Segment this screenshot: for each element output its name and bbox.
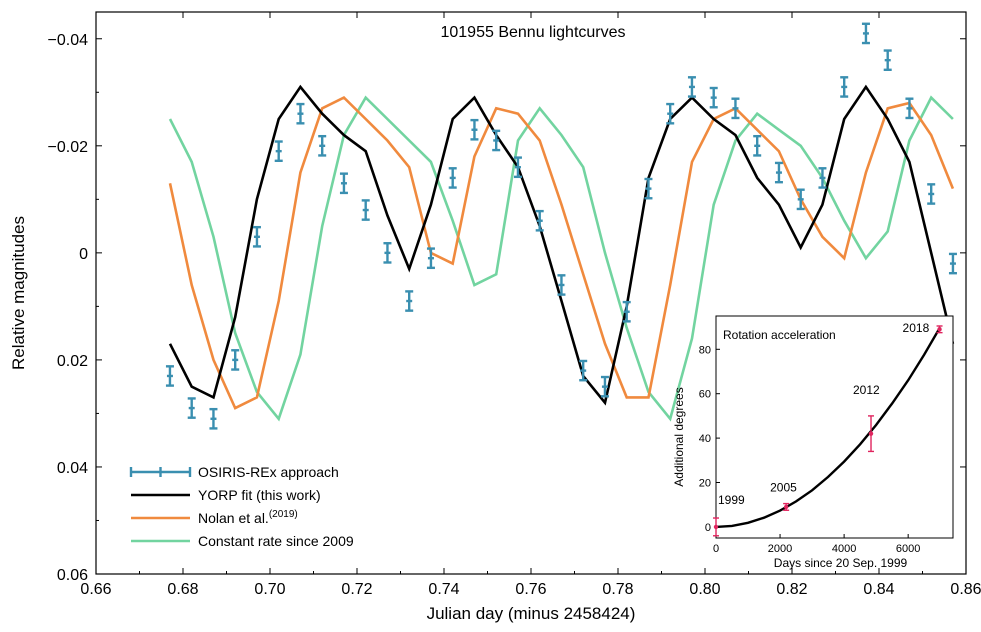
inset-data-point xyxy=(713,517,719,537)
inset-title: Rotation acceleration xyxy=(723,328,836,342)
x-tick-label: 0.66 xyxy=(80,581,111,598)
data-point-errorbar xyxy=(818,167,827,189)
legend-label-yorp-fit: YORP fit (this work) xyxy=(198,487,321,503)
inset-data-point xyxy=(783,502,790,511)
data-point-errorbar xyxy=(840,76,849,98)
data-point-errorbar xyxy=(948,252,957,275)
legend-label-constant-rate: Constant rate since 2009 xyxy=(198,533,354,549)
data-point-errorbar xyxy=(426,247,435,270)
legend-label-nolan-main: Nolan et al. xyxy=(198,510,269,526)
series-line-2 xyxy=(168,96,955,410)
y-tick-label: 0.04 xyxy=(57,460,88,477)
x-tick-label: 0.72 xyxy=(341,581,372,598)
data-point-errorbar xyxy=(209,407,218,430)
data-point-errorbar xyxy=(492,129,501,152)
data-point-errorbar xyxy=(165,365,174,387)
data-point-errorbar xyxy=(296,102,305,125)
inset-point-label: 2012 xyxy=(853,383,880,397)
data-point-errorbar xyxy=(252,225,261,248)
data-point-errorbar xyxy=(361,199,370,221)
legend: OSIRIS-REx approach YORP fit (this work)… xyxy=(129,464,354,549)
x-tick-label: 0.84 xyxy=(863,581,894,598)
y-tick-label: 0 xyxy=(79,246,88,263)
y-tick-label: −0.04 xyxy=(48,32,89,49)
data-point-errorbar xyxy=(600,375,609,398)
series-line-1 xyxy=(168,84,955,406)
x-tick-label: 0.80 xyxy=(689,581,720,598)
inset-y-axis-label: Additional degrees xyxy=(672,387,686,486)
inset-y-tick-label: 0 xyxy=(705,522,711,534)
data-point-errorbar xyxy=(644,177,653,200)
inset-point-label: 2005 xyxy=(770,481,797,495)
inset-x-tick-label: 6000 xyxy=(896,543,920,555)
y-tick-label: −0.02 xyxy=(48,139,89,156)
data-point-errorbar xyxy=(709,86,718,109)
data-point-errorbar xyxy=(622,300,631,323)
inset-data-point xyxy=(868,415,875,453)
inset-x-tick-label: 0 xyxy=(713,543,719,555)
chart-title: 101955 Bennu lightcurves xyxy=(440,24,625,41)
data-point-errorbar xyxy=(405,290,414,312)
data-point-errorbar xyxy=(905,97,914,120)
data-point-errorbar xyxy=(187,397,196,419)
data-point-errorbar xyxy=(796,188,805,211)
inset-x-tick-label: 2000 xyxy=(768,543,792,555)
y-tick-label: 0.02 xyxy=(57,353,88,370)
x-tick-label: 0.68 xyxy=(167,581,198,598)
inset-point-label: 1999 xyxy=(718,493,745,507)
legend-label-nolan: Nolan et al.(2019) xyxy=(198,509,298,526)
data-point-errorbar xyxy=(231,349,240,371)
x-tick-label: 0.70 xyxy=(254,581,285,598)
data-point-errorbar xyxy=(774,161,783,184)
data-point-errorbar xyxy=(557,274,566,296)
inset-y-tick-label: 20 xyxy=(699,478,711,490)
data-point-errorbar xyxy=(513,156,522,179)
inset-x-axis-label: Days since 20 Sep. 1999 xyxy=(774,556,908,570)
data-point-errorbar xyxy=(753,134,762,157)
data-point-errorbar xyxy=(339,172,348,195)
x-tick-label: 0.78 xyxy=(602,581,633,598)
data-point-errorbar xyxy=(861,22,870,45)
data-point-errorbar xyxy=(731,97,740,120)
x-axis-label: Julian day (minus 2458424) xyxy=(427,604,636,623)
data-point-errorbar xyxy=(470,118,479,141)
inset-point-label: 2018 xyxy=(903,321,930,335)
data-point-errorbar xyxy=(579,359,588,382)
inset-frame xyxy=(715,315,954,539)
data-point-errorbar xyxy=(383,242,392,264)
inset-x-tick-label: 4000 xyxy=(832,543,856,555)
inset-y-tick-label: 40 xyxy=(699,433,711,445)
inset-data-point xyxy=(936,325,943,334)
data-point-errorbar xyxy=(666,102,675,125)
inset-y-tick-label: 60 xyxy=(699,389,711,401)
inset-fit-curve xyxy=(715,326,942,529)
legend-swatch-errorbar xyxy=(129,467,192,477)
x-tick-label: 0.82 xyxy=(776,581,807,598)
legend-label-nolan-ref: (2019) xyxy=(269,509,298,520)
x-tick-label: 0.74 xyxy=(428,581,459,598)
legend-label-osiris-rex: OSIRIS-REx approach xyxy=(198,464,339,480)
x-tick-label: 0.76 xyxy=(515,581,546,598)
data-point-errorbar xyxy=(687,76,696,98)
inset-y-tick-label: 80 xyxy=(699,344,711,356)
data-point-errorbar xyxy=(883,49,892,72)
data-point-errorbar xyxy=(448,167,457,189)
x-tick-label: 0.86 xyxy=(950,581,981,598)
data-point-errorbar xyxy=(927,183,936,205)
data-point-errorbar xyxy=(535,209,544,232)
y-tick-label: 0.06 xyxy=(57,567,88,584)
y-axis-label: Relative magnitudes xyxy=(9,216,28,370)
data-point-errorbar xyxy=(274,140,283,162)
data-point-errorbar xyxy=(318,134,327,157)
